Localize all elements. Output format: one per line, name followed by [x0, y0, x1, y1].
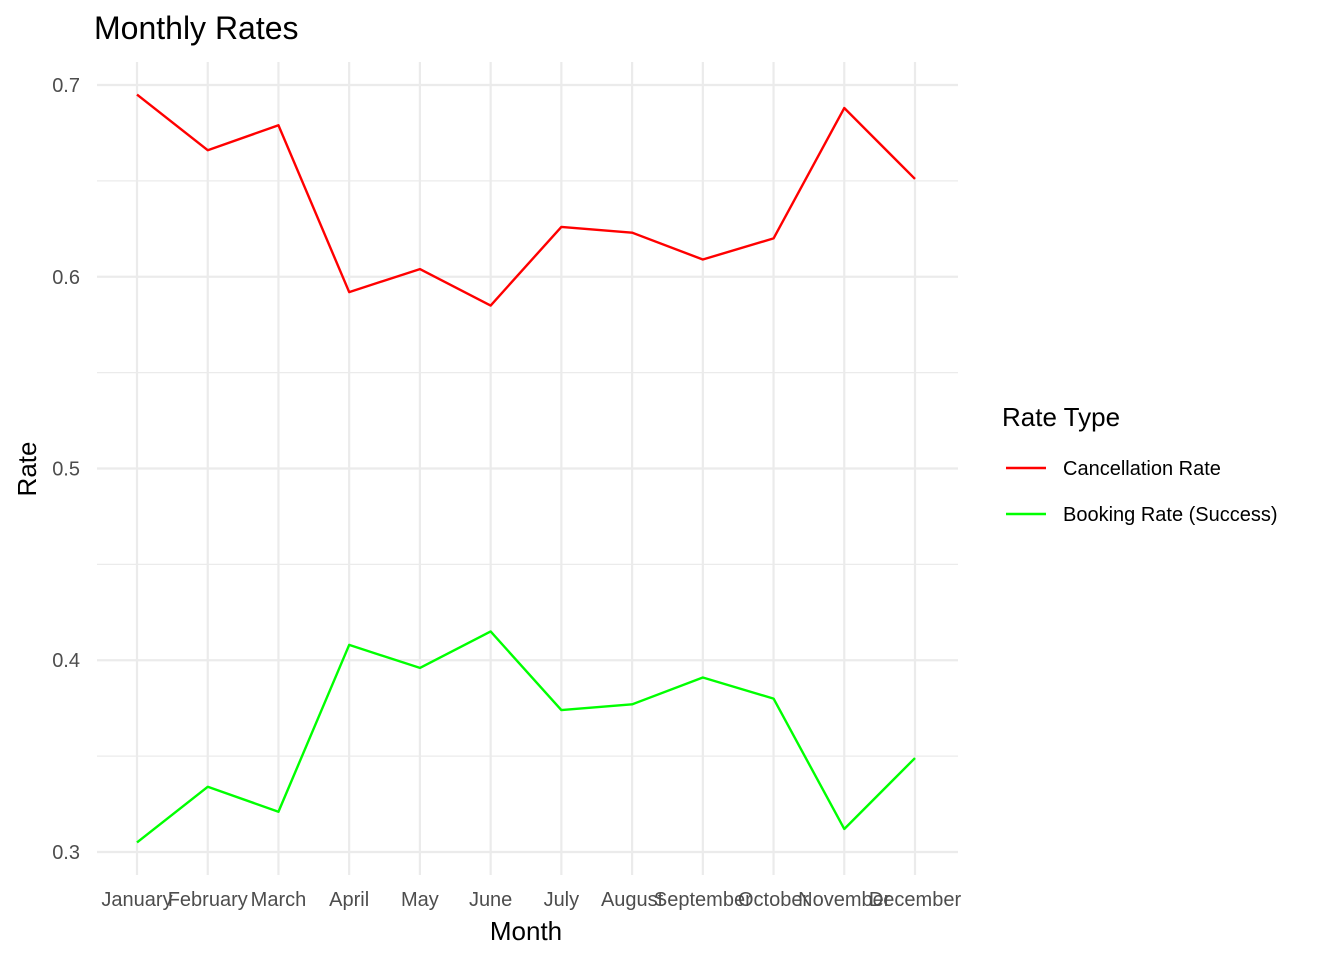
x-tick-label: October	[738, 889, 809, 911]
y-tick-label: 0.6	[52, 267, 80, 289]
y-tick-label: 0.4	[52, 650, 80, 672]
x-tick-label: September	[654, 889, 752, 911]
legend-label: Booking Rate (Success)	[1063, 504, 1278, 526]
legend-item: Cancellation Rate	[1006, 458, 1221, 480]
series-lines	[136, 93, 916, 844]
legend-title: Rate Type	[1002, 402, 1120, 432]
x-tick-label: May	[401, 889, 439, 911]
legend-items: Cancellation Rate Booking Rate (Success)	[1006, 458, 1278, 526]
y-tick-label: 0.7	[52, 75, 80, 97]
grid-lines	[97, 62, 958, 875]
series-line-cancellation-rate	[136, 93, 916, 307]
legend-label: Cancellation Rate	[1063, 458, 1221, 480]
x-axis-title: Month	[490, 916, 562, 946]
x-tick-label: August	[601, 889, 664, 911]
x-tick-label: March	[251, 889, 307, 911]
y-tick-labels: 0.3 0.4 0.5 0.6 0.7	[52, 75, 80, 864]
y-tick-label: 0.3	[52, 842, 80, 864]
x-tick-label: June	[469, 889, 512, 911]
legend-item: Booking Rate (Success)	[1006, 504, 1278, 526]
x-tick-label: December	[869, 889, 962, 911]
y-tick-label: 0.5	[52, 459, 80, 481]
legend: Rate Type Cancellation Rate Booking Rate …	[1002, 402, 1278, 526]
x-tick-label: February	[168, 889, 248, 911]
x-tick-label: January	[101, 889, 172, 911]
chart-title: Monthly Rates	[94, 10, 299, 46]
x-tick-label: July	[544, 889, 580, 911]
x-tick-label: November	[798, 889, 891, 911]
series-line-booking-rate-success	[136, 630, 916, 844]
y-axis-title: Rate	[12, 442, 42, 497]
x-tick-label: April	[329, 889, 369, 911]
